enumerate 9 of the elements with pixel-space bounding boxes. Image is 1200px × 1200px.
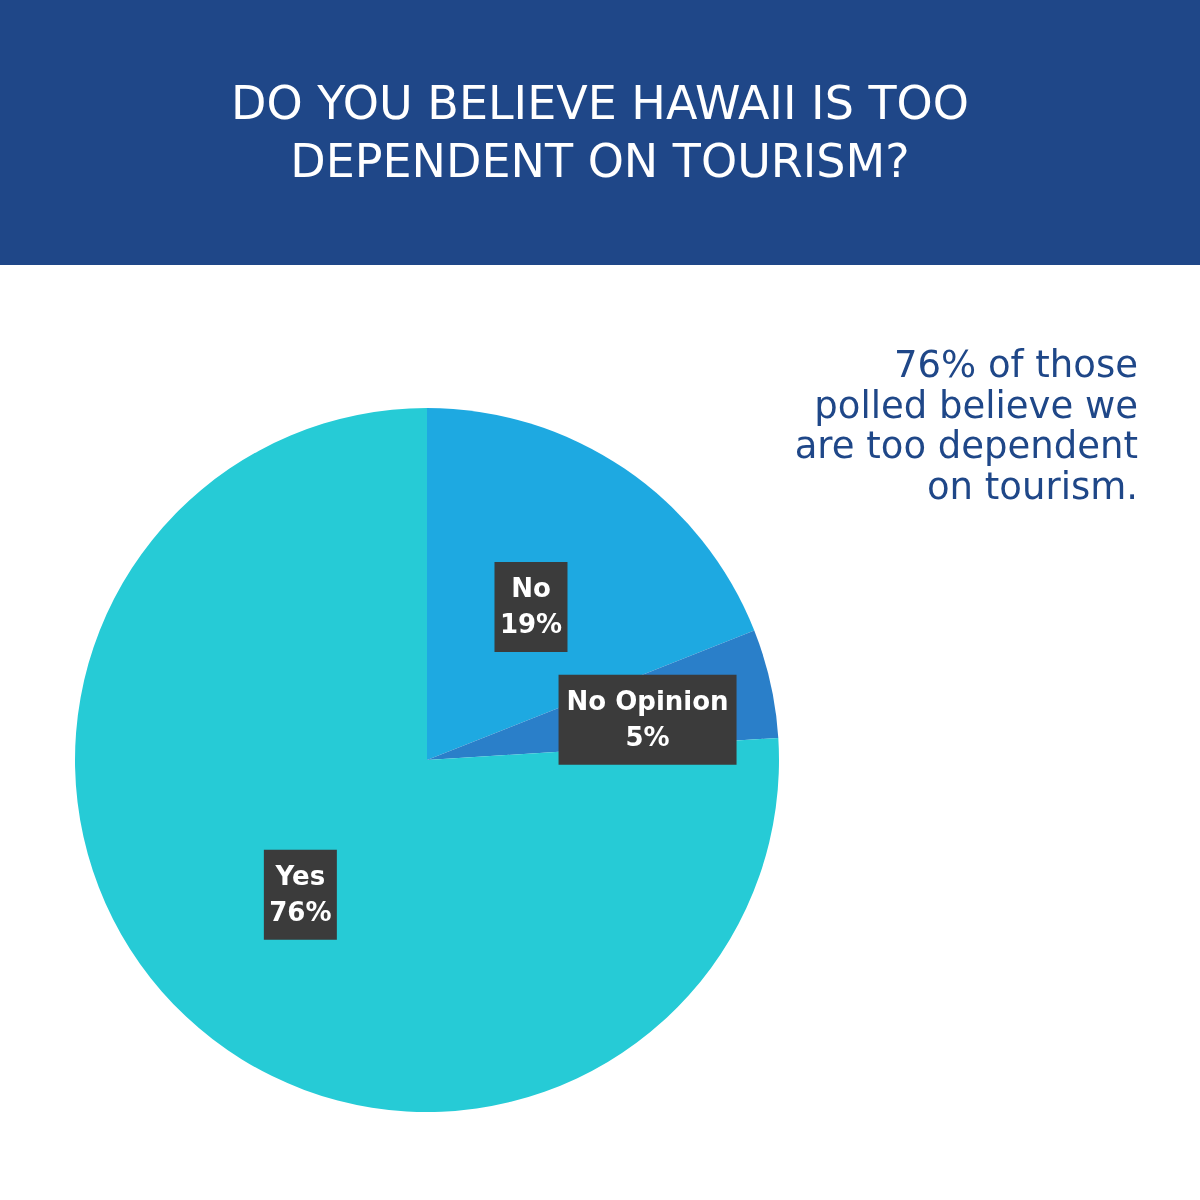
data-label: 19%: [499, 608, 563, 639]
data-label: 76%: [269, 896, 332, 927]
chart-title: DO YOU BELIEVE HAWAII IS TOO DEPENDENT ON TOURISM?: [230, 75, 970, 190]
slice-label: No Opinion: [566, 685, 729, 716]
slice-label: Yes: [274, 860, 326, 891]
slice-label: No: [511, 572, 551, 603]
data-label: 5%: [625, 721, 670, 752]
text: 76% of those polled believe we are too dependent on tourism.: [793, 343, 1138, 509]
pie-slice: [75, 408, 779, 1112]
